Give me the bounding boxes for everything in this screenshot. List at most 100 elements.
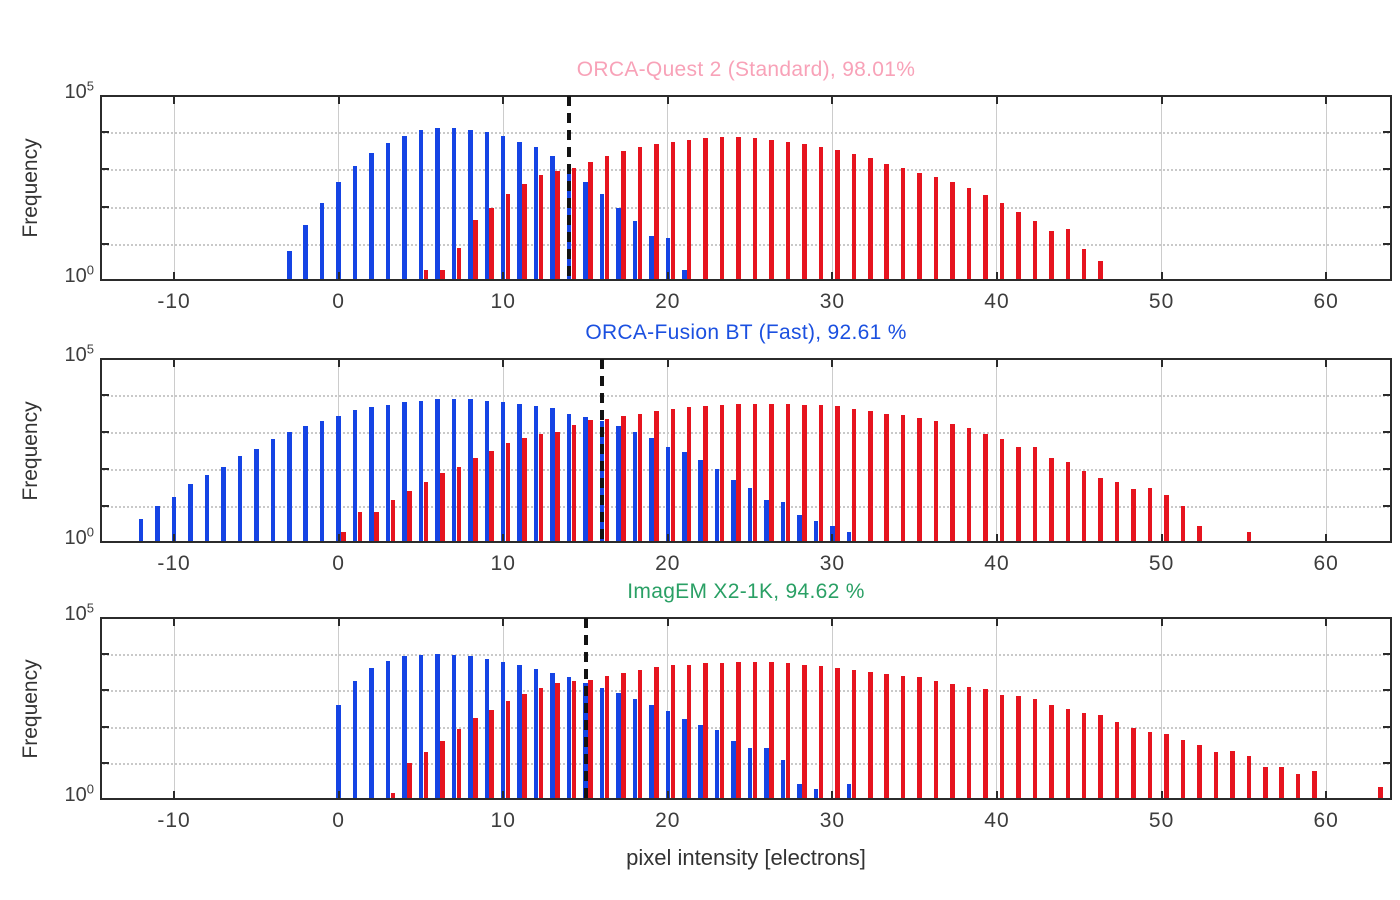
histogram-bar-red: [505, 443, 511, 543]
histogram-bar-red: [1098, 478, 1103, 543]
x-tick-mark: [831, 791, 834, 800]
histogram-bar-red: [802, 664, 807, 800]
histogram-bar-blue: [698, 459, 703, 543]
histogram-bar-red: [884, 413, 889, 543]
y-tick-mark: [1383, 205, 1392, 208]
histogram-bar-red: [1164, 494, 1169, 543]
histogram-bar-red: [884, 674, 889, 800]
histogram-bar-red: [555, 682, 560, 800]
histogram-bar-blue: [138, 518, 144, 543]
histogram-bar-red: [999, 695, 1005, 800]
histogram-bar-blue: [369, 152, 374, 281]
gridline-horizontal: [100, 763, 1392, 766]
gridline-vertical: [1325, 95, 1327, 281]
histogram-bar-blue: [484, 400, 490, 543]
x-tick-mark: [502, 534, 505, 543]
histogram-bar-red: [966, 188, 972, 281]
y-tick-mark: [100, 762, 109, 765]
x-tick-mark: [173, 617, 176, 626]
histogram-bar-red: [604, 675, 610, 800]
histogram-bar-red: [456, 728, 462, 800]
histogram-bar-blue: [204, 474, 210, 543]
gridline-vertical: [173, 617, 175, 800]
histogram-bar-red: [1378, 787, 1383, 800]
y-tick-mark: [1383, 468, 1392, 470]
histogram-bar-red: [1279, 767, 1284, 800]
histogram-bar-red: [1295, 774, 1301, 800]
histogram-bar-blue: [435, 399, 440, 543]
histogram-bar-red: [670, 141, 675, 281]
x-tick-mark: [831, 272, 834, 281]
histogram-bar-red: [950, 683, 955, 800]
histogram-bar-red: [473, 457, 478, 543]
x-tick-mark: [337, 358, 340, 367]
histogram-bar-red: [818, 147, 824, 281]
histogram-bar-blue: [319, 202, 325, 281]
histogram-bar-red: [868, 410, 873, 543]
axes-spine-right: [1390, 358, 1392, 543]
x-tick-mark: [1160, 358, 1163, 367]
histogram-bar-blue: [500, 662, 506, 800]
histogram-bar-red: [933, 681, 939, 800]
histogram-bar-red: [752, 403, 758, 543]
x-tick-label: 40: [984, 290, 1010, 313]
y-tick-label-top: 105: [64, 78, 94, 103]
histogram-bar-red: [752, 662, 758, 800]
y-axis-label: Frequency: [19, 400, 42, 501]
histogram-bar-red: [374, 511, 379, 543]
axes-spine-bottom: [100, 798, 1392, 800]
y-tick-mark: [100, 394, 109, 396]
histogram-bar-red: [1098, 260, 1103, 281]
axes-spine-bottom: [100, 279, 1392, 281]
histogram-bar-red: [489, 208, 494, 281]
x-tick-mark: [666, 358, 669, 367]
y-tick-mark: [1383, 689, 1392, 692]
histogram-bar-blue: [649, 437, 654, 543]
gridline-vertical: [996, 617, 998, 800]
histogram-bar-red: [621, 673, 626, 800]
histogram-bar-red: [950, 423, 955, 543]
x-tick-label: 0: [332, 290, 345, 313]
histogram-bar-red: [736, 662, 741, 800]
histogram-bar-blue: [731, 741, 736, 800]
x-tick-label: -10: [157, 290, 191, 313]
x-tick-mark: [995, 534, 998, 543]
histogram-bar-red: [423, 269, 429, 281]
gridline-horizontal: [100, 132, 1392, 135]
x-tick-mark: [1160, 617, 1163, 626]
histogram-bar-blue: [616, 426, 621, 543]
histogram-bar-red: [868, 671, 873, 800]
histogram-bar-red: [1032, 221, 1038, 281]
histogram-bar-blue: [484, 658, 490, 800]
gridline-horizontal: [100, 206, 1392, 209]
histogram-bar-blue: [583, 182, 588, 281]
x-tick-mark: [1160, 95, 1163, 104]
histogram-bar-blue: [616, 208, 621, 281]
histogram-bar-red: [670, 665, 675, 800]
histogram-bar-blue: [188, 483, 193, 543]
gridline-vertical: [1325, 358, 1327, 543]
histogram-bar-red: [407, 763, 412, 800]
gridline-horizontal: [100, 506, 1392, 508]
gridline-vertical: [1161, 358, 1163, 543]
histogram-bar-blue: [550, 156, 555, 281]
x-tick-label: 50: [1148, 290, 1175, 313]
histogram-bar-red: [1016, 212, 1021, 281]
histogram-bar-red: [736, 137, 741, 281]
histogram-bar-blue: [764, 500, 769, 543]
y-tick-mark: [1383, 131, 1392, 134]
histogram-bar-blue: [418, 400, 424, 543]
histogram-bar-blue: [435, 128, 440, 281]
axes-spine-right: [1390, 95, 1392, 281]
x-tick-mark: [995, 791, 998, 800]
x-tick-label: 60: [1313, 290, 1339, 313]
x-tick-mark: [1325, 358, 1328, 367]
axes: [100, 358, 1392, 543]
x-tick-mark: [831, 617, 834, 626]
histogram-bar-red: [1263, 767, 1268, 800]
histogram-bar-red: [538, 433, 544, 543]
histogram-bar-red: [719, 662, 725, 800]
histogram-bar-red: [1016, 696, 1021, 800]
histogram-bar-red: [719, 404, 725, 543]
histogram-bar-blue: [583, 417, 588, 543]
